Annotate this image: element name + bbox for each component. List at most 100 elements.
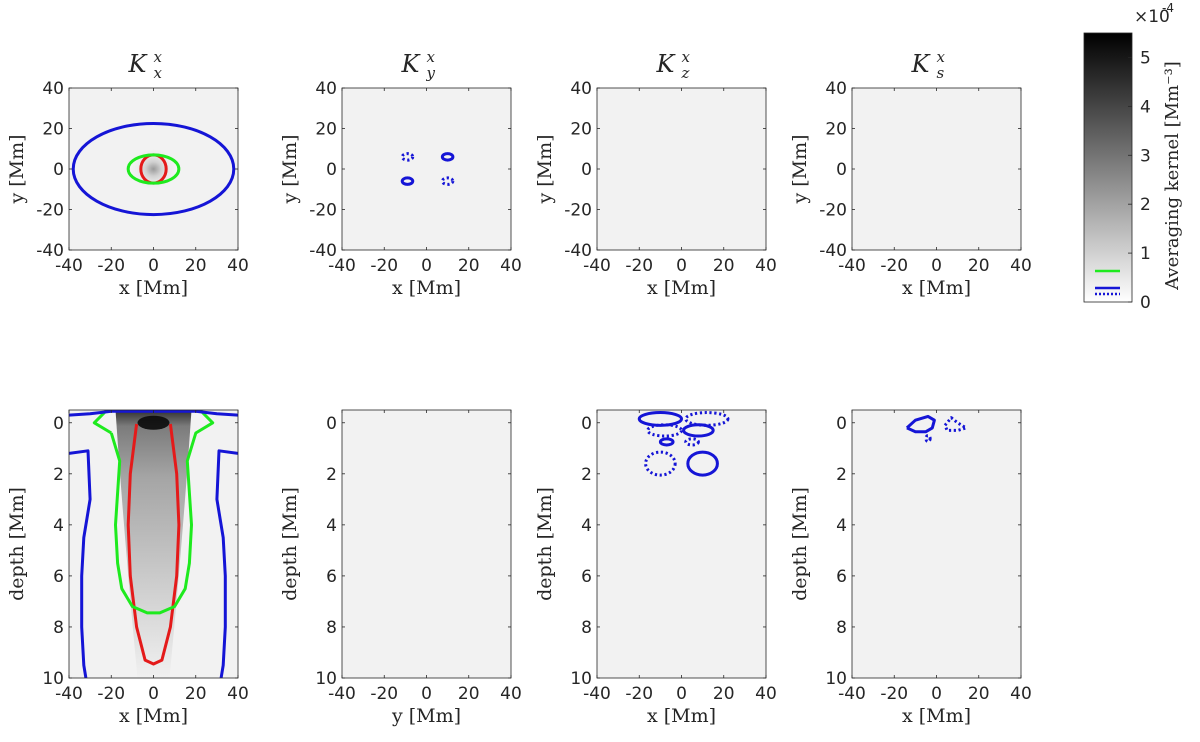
- x-axis-label: y [Mm]: [391, 705, 461, 727]
- y-axis-label: depth [Mm]: [6, 487, 28, 601]
- y-tick-label: 0: [581, 160, 592, 180]
- panel-bottom-s: -40 -20 0 20 40 0 2 4 6 8 10 x [Mm] depth [Mm]: [789, 409, 1032, 727]
- x-tick-label: -40: [328, 256, 356, 276]
- y-tick-label: 2: [326, 465, 337, 485]
- y-tick-label: 2: [53, 465, 64, 485]
- plot-area: [342, 410, 511, 678]
- x-tick-label: -40: [55, 256, 83, 276]
- x-tick-label: -20: [625, 256, 653, 276]
- panel-bottom-y: -40 -20 0 20 40 0 2 4 6 8 10 y [Mm] depth [Mm]: [279, 409, 522, 727]
- title-superscript: x: [682, 48, 691, 66]
- y-tick-label: -20: [819, 201, 847, 221]
- x-tick-label: -40: [55, 684, 83, 704]
- x-axis-label: x [Mm]: [647, 705, 716, 727]
- plot-area: [852, 88, 1021, 250]
- y-tick-label: 6: [836, 567, 847, 587]
- y-tick-label: -20: [309, 201, 337, 221]
- y-tick-label: 6: [581, 567, 592, 587]
- panel-top-z: -40 -20 0 20 40 40 20 0 -20 -40 x [Mm] y [Mm] K xz: [534, 48, 777, 299]
- contour-blue-solid: [637, 411, 683, 427]
- y-axis-label: y [Mm]: [279, 134, 301, 204]
- contour-blue-dotted: [924, 434, 932, 444]
- title-symbol: K: [401, 50, 422, 78]
- y-tick-label: 10: [570, 669, 592, 689]
- x-tick-label: -40: [583, 256, 611, 276]
- y-axis-label: y [Mm]: [534, 134, 556, 204]
- panel-top-s: -40 -20 0 20 40 40 20 0 -20 -40 x [Mm] y [Mm] K xs: [789, 48, 1032, 299]
- heat-core: [137, 415, 170, 430]
- colorbar-label: Averaging kernel [Mm⁻³]: [1162, 61, 1183, 291]
- y-tick-label: -20: [564, 201, 592, 221]
- x-tick-label: -20: [370, 684, 398, 704]
- colorbar-tick-label: 1: [1140, 244, 1151, 264]
- title-superscript: x: [427, 48, 436, 66]
- contour-blue-dotted: [646, 423, 683, 438]
- y-axis-label: y [Mm]: [6, 134, 28, 204]
- plot-area: [342, 88, 511, 250]
- y-tick-label: 0: [53, 160, 64, 180]
- plot-area: [852, 410, 1021, 678]
- contour-blue-solid: [682, 423, 715, 438]
- x-tick-label: 0: [931, 256, 942, 276]
- x-tick-label: 20: [713, 684, 735, 704]
- x-tick-label: -20: [880, 684, 908, 704]
- x-tick-label: 40: [227, 256, 249, 276]
- contour-blue-solid: [400, 176, 415, 186]
- y-tick-label: 20: [825, 120, 847, 140]
- y-tick-label: 8: [581, 618, 592, 638]
- x-tick-label: -40: [328, 684, 356, 704]
- contour-red-solid: [126, 423, 181, 666]
- x-tick-label: 20: [185, 256, 207, 276]
- y-tick-label: 2: [581, 465, 592, 485]
- x-tick-label: 0: [148, 684, 159, 704]
- x-axis-label: x [Mm]: [902, 705, 971, 727]
- exponent-power: -4: [1162, 1, 1174, 15]
- y-tick-label: 40: [570, 79, 592, 99]
- y-axis-label: y [Mm]: [789, 134, 811, 204]
- x-tick-label: 20: [968, 256, 990, 276]
- y-tick-label: 8: [53, 618, 64, 638]
- x-tick-label: 20: [185, 684, 207, 704]
- x-tick-label: 0: [676, 684, 687, 704]
- y-tick-label: 4: [836, 516, 847, 536]
- y-tick-label: 20: [315, 120, 337, 140]
- y-tick-label: 4: [326, 516, 337, 536]
- x-tick-label: 40: [1010, 684, 1032, 704]
- x-tick-label: 0: [421, 684, 432, 704]
- contour-blue-solid: [215, 449, 238, 678]
- colorbar-tick-label: 4: [1140, 97, 1151, 117]
- x-tick-label: -20: [97, 684, 125, 704]
- contour-green-solid: [126, 153, 181, 185]
- y-tick-label: 8: [836, 618, 847, 638]
- title-subscript: y: [426, 64, 436, 82]
- y-tick-label: 20: [570, 120, 592, 140]
- x-axis-label: x [Mm]: [902, 277, 971, 299]
- x-axis-label: x [Mm]: [119, 705, 188, 727]
- y-axis-label: depth [Mm]: [789, 487, 811, 601]
- y-tick-label: 4: [581, 516, 592, 536]
- title-subscript: x: [154, 64, 163, 82]
- y-tick-label: 40: [315, 79, 337, 99]
- x-tick-label: -20: [97, 256, 125, 276]
- y-tick-label: 40: [42, 79, 64, 99]
- y-tick-label: 0: [581, 414, 592, 434]
- contour-blue-dotted: [440, 176, 455, 186]
- y-tick-label: 10: [825, 669, 847, 689]
- y-tick-label: 10: [42, 669, 64, 689]
- y-tick-label: 0: [53, 414, 64, 434]
- contour-blue-solid: [686, 450, 719, 477]
- colorbar-exponent: ×10-4: [1134, 1, 1174, 27]
- x-tick-label: -20: [880, 256, 908, 276]
- y-tick-label: -20: [36, 201, 64, 221]
- x-tick-label: 20: [458, 684, 480, 704]
- x-axis-label: x [Mm]: [392, 277, 461, 299]
- plot-area: [597, 88, 766, 250]
- x-tick-label: -40: [838, 256, 866, 276]
- contour-blue-dotted: [684, 411, 730, 427]
- title-symbol: K: [911, 50, 932, 78]
- contour-blue-solid: [440, 152, 455, 162]
